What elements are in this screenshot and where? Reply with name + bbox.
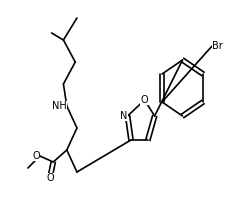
Text: O: O [46, 173, 54, 183]
Text: O: O [46, 173, 54, 183]
Text: O: O [140, 95, 148, 105]
Text: N: N [120, 111, 127, 121]
Text: O: O [32, 151, 40, 161]
Text: NH: NH [52, 101, 66, 111]
Text: Br: Br [211, 41, 222, 51]
